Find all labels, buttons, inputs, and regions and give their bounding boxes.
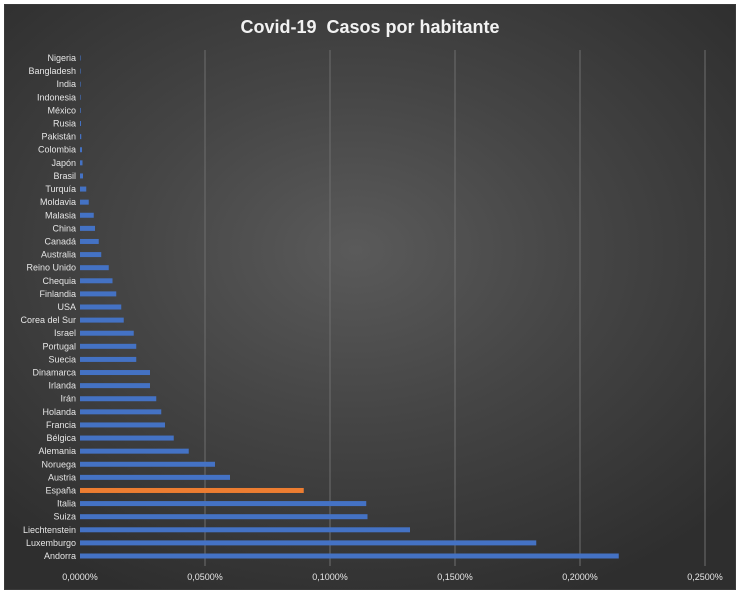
bar-moldavia [80, 199, 89, 205]
x-tick-label: 0,0000% [62, 572, 98, 582]
bar-liechtenstein [80, 527, 410, 533]
category-label: Suecia [48, 354, 76, 364]
category-label: Finlandia [39, 289, 76, 299]
x-tick-label: 0,1000% [312, 572, 348, 582]
bar-nigeria [80, 55, 81, 61]
bar-bélgica [80, 435, 174, 441]
bar-israel [80, 330, 134, 336]
category-label: Andorra [44, 551, 76, 561]
bar-noruega [80, 461, 215, 467]
category-labels: Nigeria Bangladesh India Indonesia México Rus… [20, 53, 76, 561]
bar-corea-del-sur [80, 317, 124, 323]
bar-suecia [80, 356, 137, 362]
bar-australia [80, 252, 102, 258]
x-tick-label: 0,0500% [187, 572, 223, 582]
category-label: Australia [41, 250, 76, 260]
bar-luxemburgo [80, 540, 537, 546]
bar-italia [80, 501, 367, 507]
category-label: México [47, 105, 76, 115]
category-label: China [52, 223, 76, 233]
bar-usa [80, 304, 122, 310]
category-label: Portugal [42, 341, 76, 351]
bar-austria [80, 474, 230, 480]
x-tick-label: 0,2500% [687, 572, 723, 582]
category-label: Corea del Sur [20, 315, 76, 325]
category-label: Japón [51, 158, 76, 168]
category-label: Bangladesh [28, 66, 76, 76]
category-label: India [56, 79, 76, 89]
category-label: Liechtenstein [23, 525, 76, 535]
x-axis-tick-labels: 0,0000% 0,0500% 0,1000% 0,1500% 0,2000% 0,250… [62, 572, 723, 582]
x-tick-label: 0,1500% [437, 572, 473, 582]
bar-canadá [80, 238, 99, 244]
bar-finlandia [80, 291, 117, 297]
category-label: Noruega [41, 459, 76, 469]
bar-irán [80, 396, 157, 402]
category-label: Chequia [42, 276, 76, 286]
bar-suiza [80, 514, 368, 520]
category-label: Dinamarca [32, 368, 76, 378]
bar-malasia [80, 212, 94, 218]
category-label: Luxemburgo [26, 538, 76, 548]
bar-portugal [80, 343, 137, 349]
category-label: Malasia [45, 210, 76, 220]
category-label: España [45, 485, 76, 495]
bar-bangladesh [80, 68, 81, 74]
bar-pakistán [80, 134, 82, 140]
bars [80, 55, 619, 559]
bar-japón [80, 160, 83, 166]
category-label: Irán [60, 394, 76, 404]
bar-china [80, 225, 95, 231]
category-label: Indonesia [37, 92, 76, 102]
bar-alemania [80, 448, 189, 454]
category-label: Bélgica [46, 433, 76, 443]
category-label: Brasil [53, 171, 76, 181]
bar-indonesia [80, 94, 81, 100]
gridlines [204, 50, 706, 566]
bar-india [80, 81, 81, 87]
category-label: Colombia [38, 145, 76, 155]
category-label: Austria [48, 472, 76, 482]
bar-holanda [80, 409, 162, 415]
chart-title: Covid-19 Casos por habitante [240, 17, 500, 37]
category-label: Irlanda [48, 381, 76, 391]
category-label: Holanda [42, 407, 76, 417]
bar-chart: Nigeria Bangladesh India Indonesia México Rus… [20, 50, 723, 582]
category-label: Canadá [44, 236, 76, 246]
category-label: Reino Unido [26, 263, 76, 273]
bar-rusia [80, 121, 81, 127]
chart-area: Covid-19 Casos por habitante Nigeria Bang… [4, 4, 736, 590]
bar-chequia [80, 278, 113, 284]
bar-reino-unido [80, 265, 109, 271]
category-label: Suiza [53, 512, 76, 522]
bar-colombia [80, 147, 82, 153]
bar-turquía [80, 186, 87, 192]
bar-dinamarca [80, 370, 150, 376]
bar-méxico [80, 107, 81, 113]
bar-irlanda [80, 383, 150, 389]
category-label: Israel [54, 328, 76, 338]
category-label: Alemania [38, 446, 76, 456]
category-label: Moldavia [40, 197, 76, 207]
category-label: USA [57, 302, 76, 312]
x-tick-label: 0,2000% [562, 572, 598, 582]
bar-andorra [80, 553, 619, 559]
category-label: Pakistán [41, 132, 76, 142]
bar-españa [80, 487, 304, 493]
bar-brasil [80, 173, 83, 179]
category-label: Nigeria [47, 53, 76, 63]
category-label: Francia [46, 420, 76, 430]
category-label: Turquía [45, 184, 76, 194]
category-label: Italia [57, 499, 76, 509]
category-label: Rusia [53, 119, 76, 129]
bar-francia [80, 422, 165, 428]
